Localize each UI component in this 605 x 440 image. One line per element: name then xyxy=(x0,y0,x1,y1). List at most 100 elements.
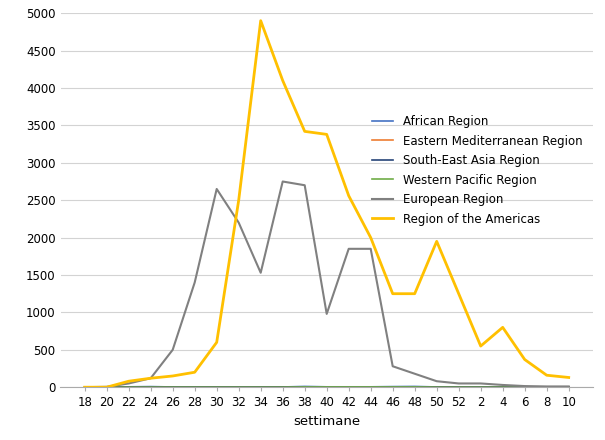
Region of the Americas xyxy=(367,235,374,240)
African Region xyxy=(213,384,220,389)
European Region xyxy=(345,246,352,251)
Eastern Mediterranean Region xyxy=(477,385,485,390)
African Region xyxy=(323,384,330,389)
Western Pacific Region xyxy=(323,384,330,389)
Western Pacific Region xyxy=(345,384,352,389)
Western Pacific Region xyxy=(499,385,506,390)
South-East Asia Region xyxy=(257,385,264,390)
Eastern Mediterranean Region xyxy=(455,385,462,390)
Region of the Americas xyxy=(345,193,352,198)
African Region xyxy=(235,384,243,389)
Western Pacific Region xyxy=(147,385,154,390)
Line: African Region: African Region xyxy=(85,386,569,387)
European Region xyxy=(147,376,154,381)
African Region xyxy=(257,384,264,389)
European Region xyxy=(279,179,286,184)
Eastern Mediterranean Region xyxy=(147,385,154,390)
Eastern Mediterranean Region xyxy=(279,385,286,390)
Eastern Mediterranean Region xyxy=(367,385,374,390)
Eastern Mediterranean Region xyxy=(565,385,572,390)
European Region xyxy=(213,186,220,191)
Western Pacific Region xyxy=(169,385,176,390)
South-East Asia Region xyxy=(433,385,440,390)
European Region xyxy=(565,384,572,389)
South-East Asia Region xyxy=(565,385,572,390)
Western Pacific Region xyxy=(257,385,264,390)
Region of the Americas xyxy=(543,373,551,378)
Region of the Americas xyxy=(169,373,176,378)
European Region xyxy=(81,385,88,390)
South-East Asia Region xyxy=(389,385,396,390)
European Region xyxy=(191,280,198,285)
Western Pacific Region xyxy=(279,385,286,390)
African Region xyxy=(301,384,309,389)
South-East Asia Region xyxy=(367,385,374,390)
Western Pacific Region xyxy=(235,385,243,390)
African Region xyxy=(367,384,374,389)
European Region xyxy=(389,363,396,369)
South-East Asia Region xyxy=(543,385,551,390)
African Region xyxy=(125,384,132,389)
South-East Asia Region xyxy=(235,385,243,390)
Eastern Mediterranean Region xyxy=(81,385,88,390)
Eastern Mediterranean Region xyxy=(125,385,132,390)
Western Pacific Region xyxy=(213,385,220,390)
Region of the Americas xyxy=(257,18,264,23)
South-East Asia Region xyxy=(411,385,418,390)
Western Pacific Region xyxy=(301,384,309,389)
African Region xyxy=(389,384,396,389)
Western Pacific Region xyxy=(477,385,485,390)
Region of the Americas xyxy=(301,129,309,134)
African Region xyxy=(279,384,286,389)
Region of the Americas xyxy=(103,385,110,390)
African Region xyxy=(411,384,418,389)
Region of the Americas xyxy=(323,132,330,137)
African Region xyxy=(433,384,440,389)
African Region xyxy=(521,384,528,389)
European Region xyxy=(543,384,551,389)
European Region xyxy=(411,371,418,376)
Western Pacific Region xyxy=(565,385,572,390)
Eastern Mediterranean Region xyxy=(235,385,243,390)
Eastern Mediterranean Region xyxy=(345,385,352,390)
Eastern Mediterranean Region xyxy=(543,385,551,390)
African Region xyxy=(147,384,154,389)
Western Pacific Region xyxy=(411,384,418,389)
European Region xyxy=(301,183,309,188)
South-East Asia Region xyxy=(323,385,330,390)
South-East Asia Region xyxy=(477,385,485,390)
African Region xyxy=(477,384,485,389)
Region of the Americas xyxy=(279,78,286,83)
Eastern Mediterranean Region xyxy=(103,385,110,390)
Western Pacific Region xyxy=(81,385,88,390)
European Region xyxy=(257,270,264,275)
Region of the Americas xyxy=(455,291,462,297)
Legend: African Region, Eastern Mediterranean Region, South-East Asia Region, Western Pa: African Region, Eastern Mediterranean Re… xyxy=(367,110,587,230)
Eastern Mediterranean Region xyxy=(499,385,506,390)
South-East Asia Region xyxy=(345,385,352,390)
Western Pacific Region xyxy=(521,385,528,390)
European Region xyxy=(103,384,110,389)
South-East Asia Region xyxy=(191,385,198,390)
Eastern Mediterranean Region xyxy=(169,385,176,390)
Eastern Mediterranean Region xyxy=(433,385,440,390)
European Region xyxy=(323,311,330,316)
Region of the Americas xyxy=(147,376,154,381)
Region of the Americas xyxy=(477,343,485,348)
European Region xyxy=(125,381,132,386)
Western Pacific Region xyxy=(389,384,396,389)
European Region xyxy=(455,381,462,386)
Eastern Mediterranean Region xyxy=(521,385,528,390)
Western Pacific Region xyxy=(103,385,110,390)
South-East Asia Region xyxy=(147,385,154,390)
Region of the Americas xyxy=(499,325,506,330)
Eastern Mediterranean Region xyxy=(213,385,220,390)
Line: European Region: European Region xyxy=(85,181,569,387)
South-East Asia Region xyxy=(103,385,110,390)
Western Pacific Region xyxy=(125,385,132,390)
X-axis label: settimane: settimane xyxy=(293,415,360,428)
Region of the Americas xyxy=(521,357,528,362)
Region of the Americas xyxy=(213,340,220,345)
Region of the Americas xyxy=(125,378,132,384)
African Region xyxy=(81,385,88,390)
